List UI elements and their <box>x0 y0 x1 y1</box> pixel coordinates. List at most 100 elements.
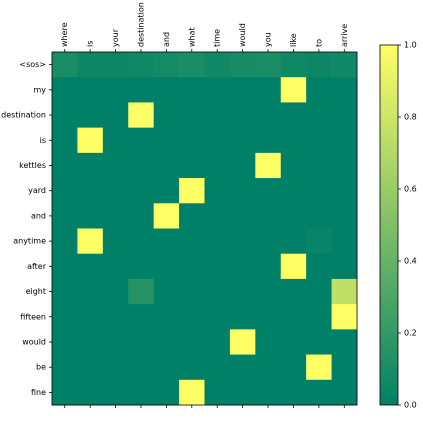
heatmap-cell <box>255 127 282 154</box>
heatmap-cell <box>52 253 78 280</box>
heatmap-cell <box>52 329 78 355</box>
heatmap-cell <box>52 379 78 406</box>
heatmap-cell <box>153 127 180 154</box>
heatmap-cell <box>255 228 282 255</box>
heatmap-cell <box>331 102 358 128</box>
heatmap-cell <box>306 178 332 204</box>
heatmap-cell <box>179 52 205 78</box>
x-tick-label: to <box>314 39 323 47</box>
heatmap-cell <box>128 228 154 255</box>
heatmap-cell <box>280 304 307 330</box>
heatmap-cell <box>52 102 78 128</box>
heatmap-cell <box>204 152 231 179</box>
heatmap-cell <box>77 152 104 179</box>
x-tick-label: you <box>264 32 273 47</box>
heatmap-cell <box>102 77 129 103</box>
heatmap-cell <box>331 228 358 255</box>
heatmap-cell <box>153 203 180 229</box>
heatmap-cell <box>153 329 180 355</box>
heatmap-cell <box>179 178 205 204</box>
heatmap-cell <box>306 253 332 280</box>
heatmap-cell <box>153 379 180 406</box>
colorbar-tick-label: 1.0 <box>404 41 417 50</box>
x-tick-label: and <box>162 32 171 47</box>
heatmap-cell <box>77 102 104 128</box>
heatmap-cell <box>153 304 180 330</box>
heatmap-cell <box>52 178 78 204</box>
heatmap-cell <box>128 278 154 305</box>
y-tick-label: and <box>31 211 46 220</box>
heatmap-cell <box>153 278 180 305</box>
heatmap-cell <box>204 329 231 355</box>
heatmap-cell <box>204 304 231 330</box>
heatmap-cell <box>179 329 205 355</box>
heatmap-cell <box>102 329 129 355</box>
heatmap-cell <box>52 77 78 103</box>
heatmap-cell <box>179 203 205 229</box>
heatmap-cell <box>128 178 154 204</box>
heatmap-cell <box>280 379 307 406</box>
heatmap-cell <box>128 152 154 179</box>
heatmap-cell <box>306 203 332 229</box>
heatmap-cell <box>204 278 231 305</box>
heatmap-cell <box>255 152 282 179</box>
heatmap-cell <box>153 152 180 179</box>
heatmap-cell <box>280 278 307 305</box>
heatmap-cell <box>229 228 256 255</box>
heatmap-cell <box>52 52 78 78</box>
heatmap-cell <box>179 253 205 280</box>
heatmap-cell <box>204 379 231 406</box>
heatmap-cell <box>229 354 256 381</box>
y-tick-label: fine <box>31 388 46 397</box>
heatmap-cell <box>280 152 307 179</box>
heatmap-cell <box>306 329 332 355</box>
heatmap-cell <box>128 203 154 229</box>
heatmap-cell <box>77 379 104 406</box>
heatmap-cell <box>52 278 78 305</box>
heatmap-cell <box>229 253 256 280</box>
y-tick-label: eight <box>26 287 46 296</box>
heatmap-cell <box>331 329 358 355</box>
heatmap-cell <box>179 278 205 305</box>
heatmap-cell <box>331 152 358 179</box>
heatmap-cell <box>102 102 129 128</box>
x-tick-label: is <box>86 41 95 47</box>
heatmap-cell <box>128 329 154 355</box>
heatmap-cell <box>179 127 205 154</box>
colorbar-tick-label: 0.0 <box>404 401 417 410</box>
heatmap-cell <box>229 278 256 305</box>
y-tick-label: after <box>27 262 47 271</box>
heatmap-cell <box>204 354 231 381</box>
heatmap-cell <box>306 127 332 154</box>
heatmap-cell <box>128 253 154 280</box>
heatmap-cell <box>102 354 129 381</box>
heatmap-cell <box>153 354 180 381</box>
heatmap-cell <box>306 102 332 128</box>
heatmap-cell <box>102 178 129 204</box>
colorbar <box>379 44 399 406</box>
x-tick-label: arrive <box>340 24 349 47</box>
heatmap-cell <box>179 228 205 255</box>
heatmap-cell <box>179 354 205 381</box>
heatmap-cell <box>280 329 307 355</box>
colorbar-tick-label: 0.2 <box>404 329 417 338</box>
x-tick-label: would <box>238 23 247 47</box>
heatmap-cell <box>280 228 307 255</box>
heatmap-cell <box>52 304 78 330</box>
heatmap-cell <box>77 178 104 204</box>
heatmap-cell <box>153 178 180 204</box>
heatmap-cell <box>280 178 307 204</box>
heatmap-cell <box>52 203 78 229</box>
heatmap-cell <box>331 178 358 204</box>
y-tick-label: anytime <box>13 237 46 246</box>
heatmap-cell <box>306 354 332 381</box>
heatmap-cell <box>229 152 256 179</box>
x-tick-label: destination <box>136 2 145 47</box>
heatmap-cell <box>128 379 154 406</box>
y-tick-label: kettles <box>19 161 46 170</box>
heatmap-cell <box>229 178 256 204</box>
heatmap-cell <box>204 203 231 229</box>
heatmap-cell <box>128 127 154 154</box>
heatmap-cell <box>306 379 332 406</box>
x-tick-label: where <box>60 22 69 47</box>
